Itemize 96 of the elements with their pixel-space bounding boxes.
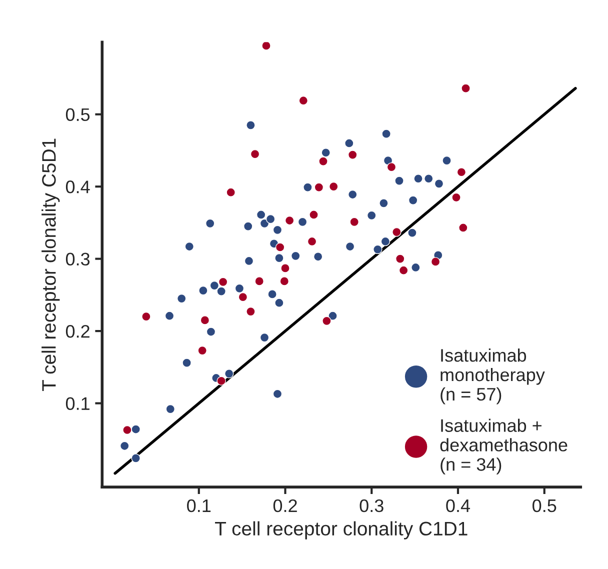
x-tick-label: 0.2: [273, 499, 297, 512]
point: [321, 148, 330, 158]
point: [322, 316, 332, 326]
point: [379, 198, 388, 208]
point: [274, 253, 284, 263]
point: [280, 276, 290, 286]
point: [345, 242, 355, 252]
point: [314, 182, 324, 192]
point: [411, 262, 420, 272]
point: [262, 42, 271, 50]
point: [205, 218, 215, 228]
y-tick-label: 0.5: [66, 108, 90, 122]
x-tick-label: 0.5: [532, 499, 556, 512]
point: [392, 227, 402, 237]
x-tick-label: 0.4: [446, 499, 470, 512]
y-tick-label: 0.3: [66, 252, 90, 266]
point: [272, 225, 282, 235]
point: [386, 162, 396, 172]
point: [260, 332, 270, 342]
point: [274, 298, 284, 308]
point: [344, 138, 354, 148]
point: [461, 84, 470, 93]
point: [398, 266, 408, 275]
point: [424, 174, 434, 184]
point: [434, 179, 444, 188]
point: [414, 174, 423, 184]
point: [206, 327, 216, 336]
point: [224, 369, 234, 378]
point: [131, 454, 140, 463]
legend-label: Isatuximab monotherapy (n = 57): [440, 348, 545, 404]
point: [309, 210, 318, 220]
point: [298, 96, 308, 106]
point: [272, 389, 282, 399]
point: [275, 242, 285, 252]
point: [284, 216, 294, 226]
point: [348, 150, 358, 160]
point: [452, 192, 461, 202]
legend-label: Isatuximab + dexamethasone (n = 34): [440, 418, 568, 474]
point: [120, 441, 130, 451]
point: [226, 188, 236, 197]
point: [246, 120, 256, 130]
point: [303, 182, 312, 192]
point: [280, 264, 290, 273]
x-axis-title: T cell receptor clonality C1D1: [215, 521, 468, 540]
point: [290, 251, 300, 261]
point: [166, 404, 176, 414]
point: [430, 257, 440, 266]
point: [198, 346, 207, 356]
point: [395, 254, 405, 264]
point: [176, 294, 186, 304]
point: [200, 316, 210, 325]
point: [348, 190, 358, 200]
point: [216, 376, 226, 386]
x-tick-label: 0.3: [360, 499, 384, 512]
point: [373, 244, 382, 254]
point: [380, 236, 390, 246]
point: [218, 277, 228, 287]
point: [366, 210, 376, 220]
point: [408, 196, 418, 205]
point: [238, 292, 248, 302]
point: [408, 228, 417, 238]
point: [307, 236, 317, 246]
point: [210, 280, 220, 290]
point: [458, 223, 468, 232]
point: [394, 176, 404, 186]
x-tick-label: 0.1: [187, 499, 211, 512]
point: [318, 156, 328, 166]
point: [350, 217, 359, 227]
point: [266, 214, 276, 224]
y-tick-label: 0.4: [66, 180, 90, 194]
point: [298, 217, 308, 227]
y-tick-label: 0.1: [66, 397, 90, 410]
point: [442, 156, 452, 166]
point: [243, 222, 253, 231]
point: [382, 129, 391, 138]
point: [328, 182, 338, 192]
point: [131, 424, 140, 434]
point: [164, 311, 174, 320]
point: [216, 286, 226, 296]
point: [328, 311, 338, 320]
point: [244, 256, 254, 266]
point: [250, 149, 260, 159]
point: [456, 167, 466, 177]
y-tick-label: 0.2: [66, 324, 90, 338]
point: [198, 286, 208, 296]
point: [246, 306, 256, 316]
y-axis-title: T cell receptor clonality C5D1: [42, 138, 60, 391]
point: [142, 312, 151, 322]
point: [268, 290, 277, 299]
point: [256, 210, 266, 220]
point: [184, 242, 194, 252]
point: [313, 252, 323, 262]
point: [122, 425, 132, 435]
point: [182, 358, 192, 368]
point: [254, 276, 264, 286]
point: [234, 284, 244, 294]
